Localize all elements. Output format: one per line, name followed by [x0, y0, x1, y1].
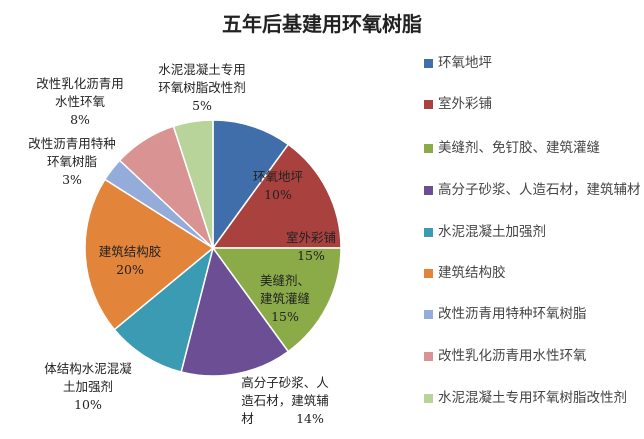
- legend-label: 美缝剂、免钉胶、建筑灌缝: [438, 140, 600, 156]
- legend-swatch: [424, 352, 433, 361]
- legend-item: 室外彩铺: [424, 96, 644, 113]
- data-label: 改性沥青用特种 环氧树脂 3%: [28, 135, 116, 189]
- data-label-text: 材: [241, 411, 254, 426]
- pie-slice: [84, 178, 215, 331]
- data-label-value: 8%: [70, 112, 90, 127]
- pie-slice: [180, 246, 290, 377]
- legend-item: 改性乳化沥青用水性环氧: [424, 348, 644, 365]
- pie-slice: [113, 245, 215, 373]
- legend-label: 水泥混凝土专用环氧树脂改性剂: [438, 390, 627, 406]
- legend-item: 建筑结构胶: [424, 265, 644, 282]
- data-label-value: 10%: [264, 187, 292, 202]
- legend-swatch: [424, 59, 433, 68]
- pie-slice: [212, 119, 290, 251]
- legend-item: 美缝剂、免钉胶、建筑灌缝: [424, 140, 644, 157]
- legend-label: 改性沥青用特种环氧树脂: [438, 306, 587, 322]
- legend-item: 环氧地坪: [424, 55, 644, 72]
- data-label-text: 改性乳化沥青用: [36, 76, 124, 91]
- data-label-text: 水泥混凝土专用: [158, 62, 246, 77]
- data-label-text: 美缝剂、: [259, 273, 311, 288]
- data-label: 体结构水泥混凝 土加强剂 10%: [44, 360, 132, 414]
- data-label-value: 15%: [297, 248, 325, 263]
- data-label-text: 体结构水泥混凝: [44, 361, 132, 376]
- data-label-text: 土加强剂: [62, 379, 114, 394]
- data-label: 环氧地坪 10%: [253, 168, 303, 204]
- data-label-text: 造石材，建筑辅: [241, 393, 329, 408]
- legend-swatch: [424, 269, 433, 278]
- pie-slice: [172, 119, 214, 249]
- legend-label: 室外彩铺: [438, 96, 492, 112]
- data-label-text: 高分子砂浆、人: [241, 375, 329, 390]
- legend-item: 改性沥青用特种环氧树脂: [424, 306, 644, 323]
- chart-title: 五年后基建用环氧树脂: [222, 12, 422, 36]
- legend-swatch: [424, 310, 433, 319]
- legend-swatch: [424, 186, 433, 195]
- legend-item: 水泥混凝土加强剂: [424, 224, 644, 241]
- data-label-text: 环氧树脂改性剂: [158, 80, 246, 95]
- legend-label: 环氧地坪: [438, 55, 492, 71]
- data-label: 美缝剂、建筑灌缝 15%: [260, 272, 310, 326]
- legend-label: 水泥混凝土加强剂: [438, 224, 546, 240]
- data-label-value: 14%: [296, 411, 324, 426]
- legend-label: 建筑结构胶: [438, 265, 506, 281]
- data-label-text: 水性环氧: [54, 94, 106, 109]
- pie-slice: [211, 247, 342, 353]
- data-label-text: 环氧树脂: [46, 154, 98, 169]
- data-label-value: 5%: [192, 98, 212, 113]
- data-label-text: 环氧地坪: [252, 169, 304, 184]
- data-label: 建筑结构胶 20%: [99, 243, 162, 279]
- data-label-text: 室外彩铺: [285, 230, 337, 245]
- pie-slice: [211, 143, 342, 249]
- legend-swatch: [424, 228, 433, 237]
- data-label: 高分子砂浆、人 造石材，建筑辅材 14%: [241, 374, 329, 428]
- data-label: 改性乳化沥青用 水性环氧 8%: [36, 75, 124, 129]
- data-label-text: 建筑灌缝: [259, 291, 311, 306]
- data-label-text: 改性沥青用特种: [28, 136, 116, 151]
- data-label-value: 20%: [116, 262, 144, 277]
- data-label-value: 15%: [271, 309, 299, 324]
- legend-swatch: [424, 100, 433, 109]
- data-label-value: 3%: [62, 172, 82, 187]
- legend-label: 高分子砂浆、人造石材，建筑辅材: [438, 182, 641, 198]
- legend-item: 高分子砂浆、人造石材，建筑辅材: [424, 182, 644, 199]
- legend-swatch: [424, 144, 433, 153]
- legend-label: 改性乳化沥青用水性环氧: [438, 348, 587, 364]
- legend-item: 水泥混凝土专用环氧树脂改性剂: [424, 390, 644, 407]
- legend-swatch: [424, 394, 433, 403]
- data-label-value: 10%: [74, 397, 102, 412]
- data-label: 水泥混凝土专用 环氧树脂改性剂 5%: [158, 61, 246, 115]
- data-label-text: 建筑结构胶: [98, 244, 162, 259]
- data-label: 室外彩铺 15%: [286, 229, 336, 265]
